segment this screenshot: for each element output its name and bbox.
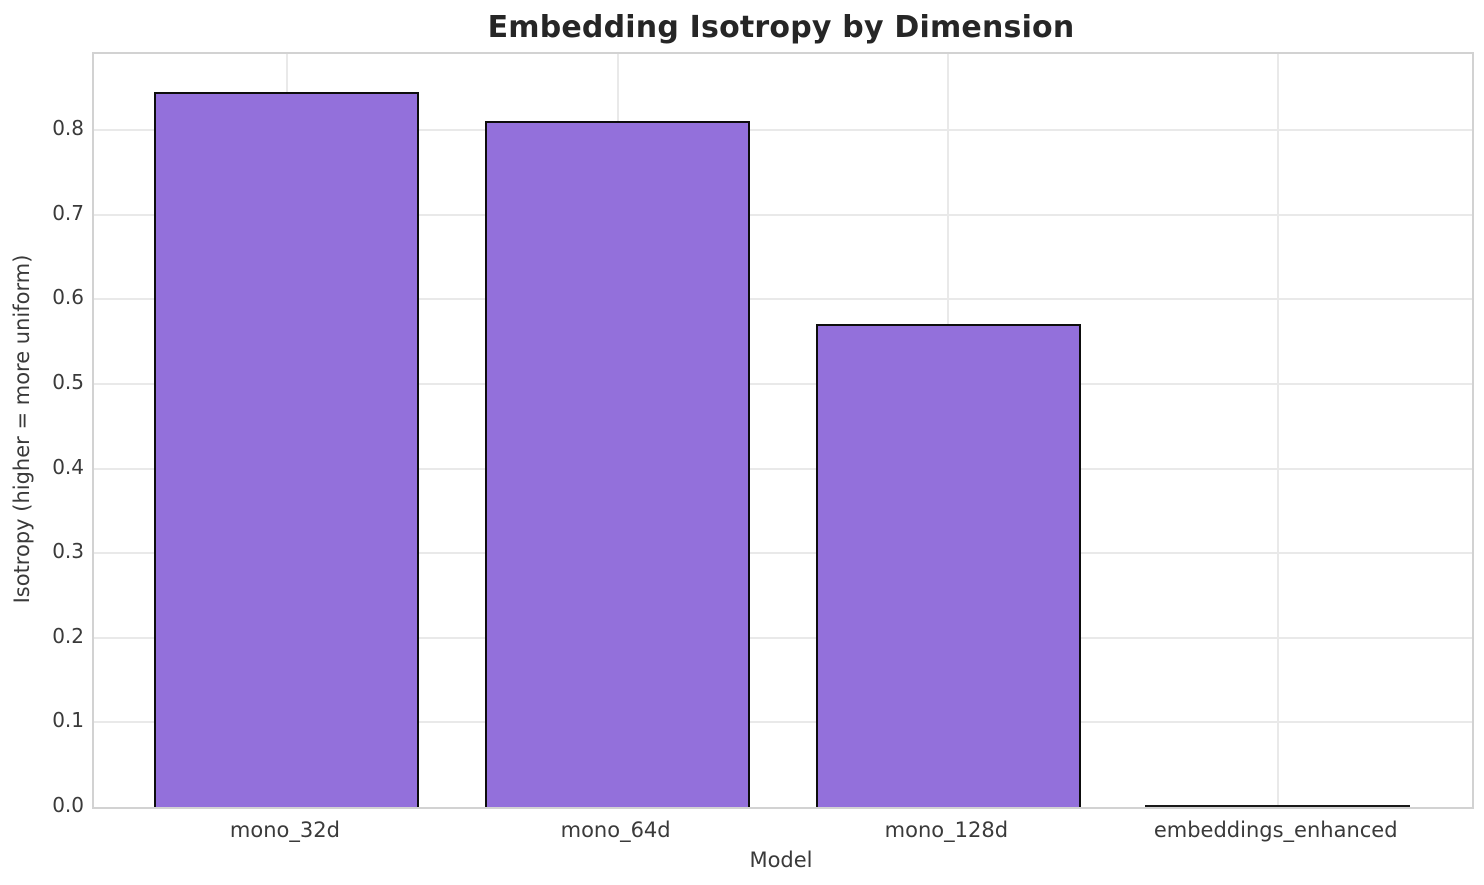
y-tick-label: 0.0: [52, 793, 84, 817]
h-gridline: [94, 213, 1472, 216]
h-gridline: [94, 129, 1472, 132]
x-axis-label: Model: [749, 848, 813, 872]
chart-title: Embedding Isotropy by Dimension: [487, 10, 1075, 45]
x-tick-label-embeddings_enhanced: embeddings_enhanced: [1153, 818, 1398, 842]
v-gridline: [1276, 54, 1279, 807]
y-tick-label: 0.8: [52, 116, 84, 141]
h-gridline: [94, 298, 1472, 301]
bar-embeddings_enhanced: [1145, 805, 1411, 807]
h-gridline: [94, 467, 1472, 470]
x-tick-label-mono_128d: mono_128d: [884, 818, 1009, 842]
h-gridline: [94, 552, 1472, 555]
bar-mono_128d: [815, 324, 1081, 807]
y-tick-label: 0.6: [52, 285, 84, 310]
x-tick-label-mono_64d: mono_64d: [560, 818, 671, 842]
h-gridline: [94, 721, 1472, 724]
x-tick-label-mono_32d: mono_32d: [229, 818, 340, 842]
y-tick-label: 0.4: [52, 454, 84, 479]
y-axis-label: Isotropy (higher = more uniform): [10, 254, 34, 604]
y-tick-label: 0.3: [52, 539, 84, 564]
h-gridline: [94, 382, 1472, 385]
h-gridline: [94, 636, 1472, 639]
bar-mono_32d: [154, 92, 420, 807]
y-tick-label: 0.7: [52, 200, 84, 225]
bar-mono_64d: [485, 121, 751, 807]
y-tick-label: 0.5: [52, 369, 84, 394]
y-tick-label: 0.2: [52, 623, 84, 648]
plot-area: [92, 52, 1474, 809]
y-tick-label: 0.1: [52, 708, 84, 733]
